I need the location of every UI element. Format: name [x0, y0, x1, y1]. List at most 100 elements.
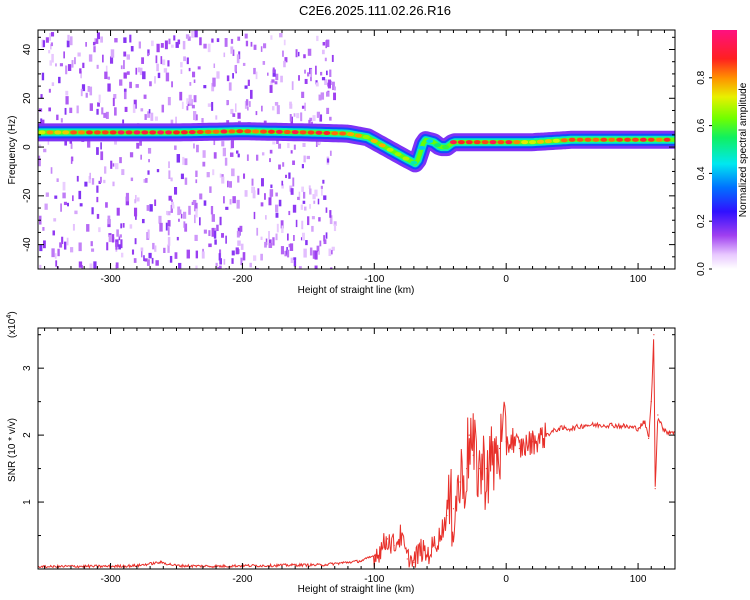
noise-mark — [290, 257, 294, 264]
noise-mark — [180, 213, 183, 219]
noise-mark — [272, 69, 276, 77]
noise-mark — [173, 35, 176, 41]
noise-mark — [275, 233, 278, 241]
noise-mark — [154, 76, 156, 84]
snr-y-tick-label: 3 — [22, 365, 33, 371]
noise-mark — [71, 60, 74, 68]
ridge-point — [513, 140, 521, 145]
snr-data-point — [268, 565, 270, 567]
noise-mark — [202, 161, 206, 167]
noise-mark — [232, 113, 236, 117]
ridge-point — [252, 129, 260, 134]
noise-mark — [123, 37, 127, 43]
noise-mark — [322, 179, 325, 184]
noise-mark — [120, 252, 124, 258]
noise-mark — [62, 192, 66, 199]
noise-mark — [283, 60, 286, 68]
ridge-point — [457, 140, 465, 145]
ridge-point — [600, 137, 608, 142]
noise-mark — [208, 243, 212, 248]
snr-data-point — [571, 427, 573, 430]
noise-mark — [154, 245, 157, 252]
noise-mark — [216, 71, 220, 79]
noise-mark — [272, 67, 275, 73]
noise-mark — [171, 81, 173, 88]
ridge-point — [497, 140, 505, 145]
noise-mark — [96, 64, 99, 69]
noise-mark — [59, 63, 63, 67]
noise-mark — [208, 230, 211, 237]
noise-mark — [131, 249, 135, 255]
noise-mark — [193, 214, 196, 224]
noise-mark — [186, 98, 189, 105]
noise-mark — [134, 238, 137, 245]
snr-data-point — [518, 447, 520, 450]
noise-mark — [179, 91, 183, 101]
ridge-point — [188, 130, 196, 135]
noise-mark — [43, 240, 46, 249]
ridge-point — [165, 130, 173, 135]
ridge-point — [283, 130, 291, 135]
noise-mark — [226, 75, 230, 82]
noise-mark — [199, 193, 203, 200]
noise-mark — [45, 192, 49, 197]
noise-mark — [100, 142, 102, 150]
noise-mark — [302, 142, 306, 147]
noise-mark — [293, 235, 295, 241]
ridge-point — [204, 129, 212, 134]
noise-mark — [203, 200, 207, 206]
spec-y-tick-label: 0 — [22, 144, 33, 150]
noise-mark — [260, 202, 264, 207]
noise-mark — [87, 138, 91, 148]
noise-mark — [288, 172, 291, 179]
noise-mark — [206, 172, 210, 178]
noise-mark — [69, 140, 73, 144]
noise-mark — [276, 105, 280, 115]
ridge-point — [592, 137, 600, 142]
ridge-point — [639, 137, 647, 142]
noise-mark — [316, 35, 319, 42]
noise-mark — [285, 174, 287, 179]
noise-mark — [161, 104, 165, 113]
noise-mark — [237, 240, 241, 246]
noise-mark — [80, 88, 83, 97]
noise-mark — [221, 233, 224, 238]
noise-mark — [302, 200, 306, 204]
noise-mark — [326, 39, 330, 48]
noise-mark — [303, 54, 306, 59]
noise-mark — [201, 251, 205, 259]
noise-mark — [70, 143, 73, 149]
noise-mark — [90, 241, 93, 247]
noise-mark — [223, 258, 226, 265]
noise-mark — [104, 71, 108, 80]
noise-mark — [170, 44, 174, 48]
ridge-point — [663, 137, 671, 142]
noise-mark — [178, 262, 182, 269]
noise-mark — [64, 107, 67, 115]
snr-data-point — [584, 424, 586, 426]
noise-mark — [42, 40, 46, 48]
noise-mark — [309, 247, 313, 256]
noise-mark — [123, 60, 125, 70]
noise-mark — [271, 106, 275, 111]
noise-mark — [236, 54, 240, 64]
noise-mark — [230, 38, 234, 44]
noise-mark — [39, 264, 42, 269]
noise-mark — [183, 56, 186, 62]
noise-mark — [63, 201, 67, 206]
noise-mark — [156, 43, 160, 53]
noise-mark — [275, 73, 279, 81]
noise-mark — [97, 102, 100, 107]
noise-mark — [245, 99, 249, 106]
snr-x-tick-label: -200 — [232, 574, 252, 585]
noise-mark — [152, 242, 155, 250]
noise-mark — [244, 190, 248, 197]
noise-mark — [306, 155, 310, 160]
ridge-point — [267, 129, 275, 134]
noise-mark — [114, 107, 117, 116]
ridge-point — [552, 138, 560, 143]
noise-mark — [255, 111, 258, 116]
ridge-point — [172, 130, 180, 135]
noise-mark — [196, 144, 199, 153]
